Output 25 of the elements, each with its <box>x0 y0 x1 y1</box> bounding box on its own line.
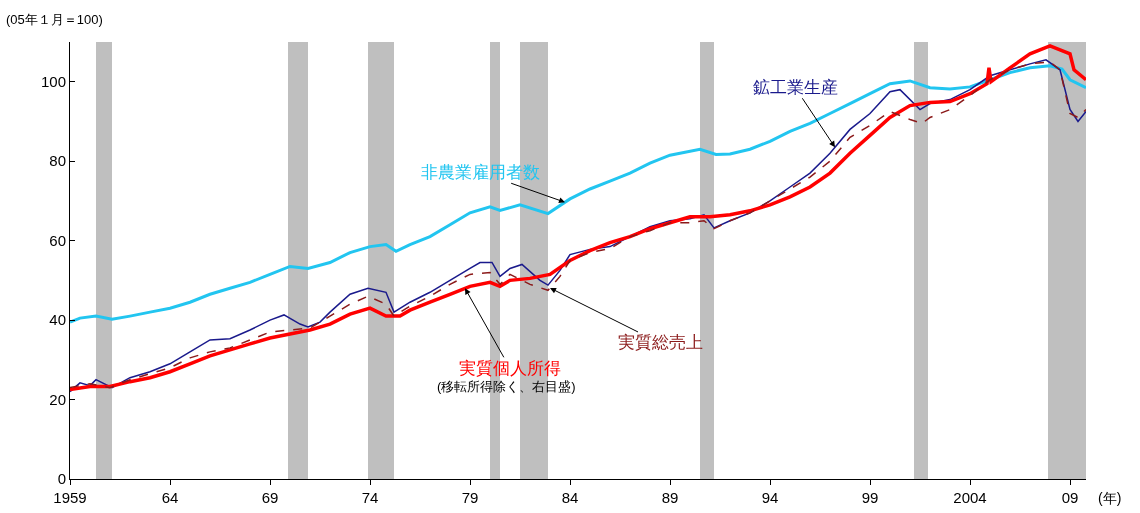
x-tick-label: 1959 <box>53 489 87 506</box>
series-label: 鉱工業生産 <box>753 78 838 97</box>
x-tick-label: 99 <box>861 489 879 506</box>
y-tick-label: 40 <box>49 311 66 329</box>
text: 実質個人所得 <box>459 359 561 378</box>
x-tick-label: 2004 <box>953 489 987 506</box>
x-tick-label: 79 <box>461 489 479 506</box>
x-tick-label: 84 <box>561 489 579 506</box>
x-tick-label: 94 <box>761 489 779 506</box>
x-tick-label: 74 <box>361 489 379 506</box>
x-tick-label: 09 <box>1061 489 1079 506</box>
y-tick-label: 80 <box>49 152 66 170</box>
x-tick-label: 64 <box>161 489 179 506</box>
text: 実質総売上 <box>618 333 703 352</box>
y-tick-label: 20 <box>49 390 66 408</box>
y-tick-label: 60 <box>49 231 66 249</box>
y-tick-label: 100 <box>40 72 66 90</box>
y-tick-label: 0 <box>57 470 66 488</box>
x-tick-label: 89 <box>661 489 679 506</box>
x-axis-title: (年) <box>1098 490 1122 506</box>
x-tick-label: 69 <box>261 489 279 506</box>
line-series <box>70 64 1086 324</box>
y-axis-title: (05年１月＝100) <box>6 12 103 27</box>
annotation: (移転所得除く、右目盛) <box>437 379 576 394</box>
series-label: 非農業雇用者数 <box>421 163 540 182</box>
